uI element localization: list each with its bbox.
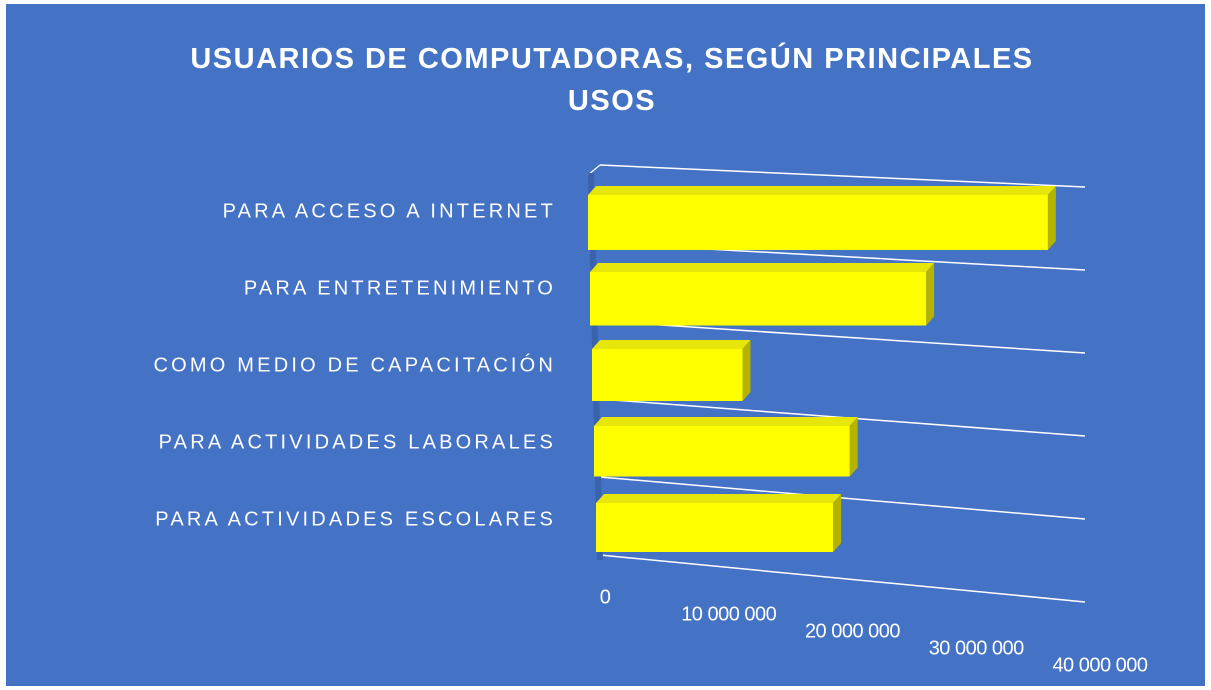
- bar-side: [833, 494, 842, 552]
- bar-top: [592, 340, 751, 349]
- bar: [588, 195, 1048, 250]
- y-tick-label: PARA ACTIVIDADES ESCOLARES: [155, 508, 556, 530]
- depth-line: [599, 554, 1086, 603]
- x-tick-label: 0: [600, 586, 611, 608]
- y-tick-label: PARA ACCESO A INTERNET: [223, 200, 556, 222]
- depth-line: [599, 164, 1086, 188]
- bar-side: [849, 417, 858, 477]
- bar-side: [742, 340, 751, 401]
- y-tick-label: COMO MEDIO DE CAPACITACIÓN: [154, 353, 556, 376]
- x-tick-label: 10 000 000: [681, 603, 776, 625]
- x-tick-label: 40 000 000: [1052, 654, 1147, 676]
- bar-top: [588, 186, 1056, 195]
- bar: [596, 503, 834, 552]
- chart-title: USUARIOS DE COMPUTADORAS, SEGÚN PRINCIPA…: [190, 43, 1034, 117]
- bar: [590, 272, 927, 326]
- depth-line: [599, 476, 1086, 520]
- y-tick-label: PARA ENTRETENIMIENTO: [244, 277, 556, 299]
- bar-top: [596, 494, 842, 503]
- bar-side: [1047, 186, 1056, 250]
- bar: [592, 349, 743, 401]
- bar: [594, 426, 850, 477]
- x-tick-label: 20 000 000: [805, 620, 900, 642]
- bar-top: [590, 263, 935, 272]
- depth-line: [599, 320, 1086, 354]
- y-tick-label: PARA ACTIVIDADES LABORALES: [159, 431, 556, 453]
- bar-side: [926, 263, 935, 326]
- bar-top: [594, 417, 858, 426]
- x-tick-label: 30 000 000: [929, 637, 1024, 659]
